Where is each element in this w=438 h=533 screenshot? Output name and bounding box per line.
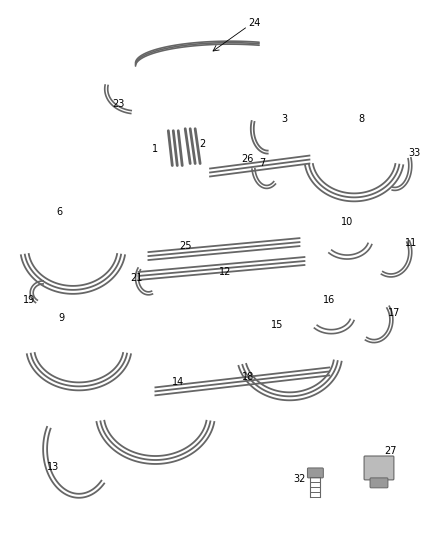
- Text: 14: 14: [172, 377, 184, 387]
- Text: 6: 6: [56, 207, 62, 217]
- Text: 23: 23: [113, 99, 125, 109]
- Text: 33: 33: [409, 148, 421, 158]
- Text: 9: 9: [58, 313, 64, 323]
- Text: 18: 18: [242, 373, 254, 382]
- Text: 25: 25: [179, 241, 191, 251]
- Text: 15: 15: [272, 320, 284, 330]
- Text: 21: 21: [131, 273, 143, 283]
- Text: 7: 7: [260, 158, 266, 167]
- Text: 12: 12: [219, 267, 231, 277]
- Text: 13: 13: [47, 462, 59, 472]
- Text: 10: 10: [341, 217, 353, 227]
- FancyBboxPatch shape: [370, 478, 388, 488]
- Text: 27: 27: [385, 446, 397, 456]
- Text: 24: 24: [249, 18, 261, 28]
- Text: 1: 1: [152, 143, 159, 154]
- Text: 8: 8: [358, 114, 364, 124]
- Text: 26: 26: [242, 154, 254, 164]
- Text: 16: 16: [323, 295, 336, 305]
- Text: 3: 3: [282, 114, 288, 124]
- Text: 32: 32: [293, 474, 306, 484]
- FancyBboxPatch shape: [364, 456, 394, 480]
- Text: 17: 17: [388, 308, 400, 318]
- Text: 11: 11: [405, 238, 417, 248]
- Text: 19: 19: [23, 295, 35, 305]
- Text: 2: 2: [199, 139, 205, 149]
- FancyBboxPatch shape: [307, 468, 323, 478]
